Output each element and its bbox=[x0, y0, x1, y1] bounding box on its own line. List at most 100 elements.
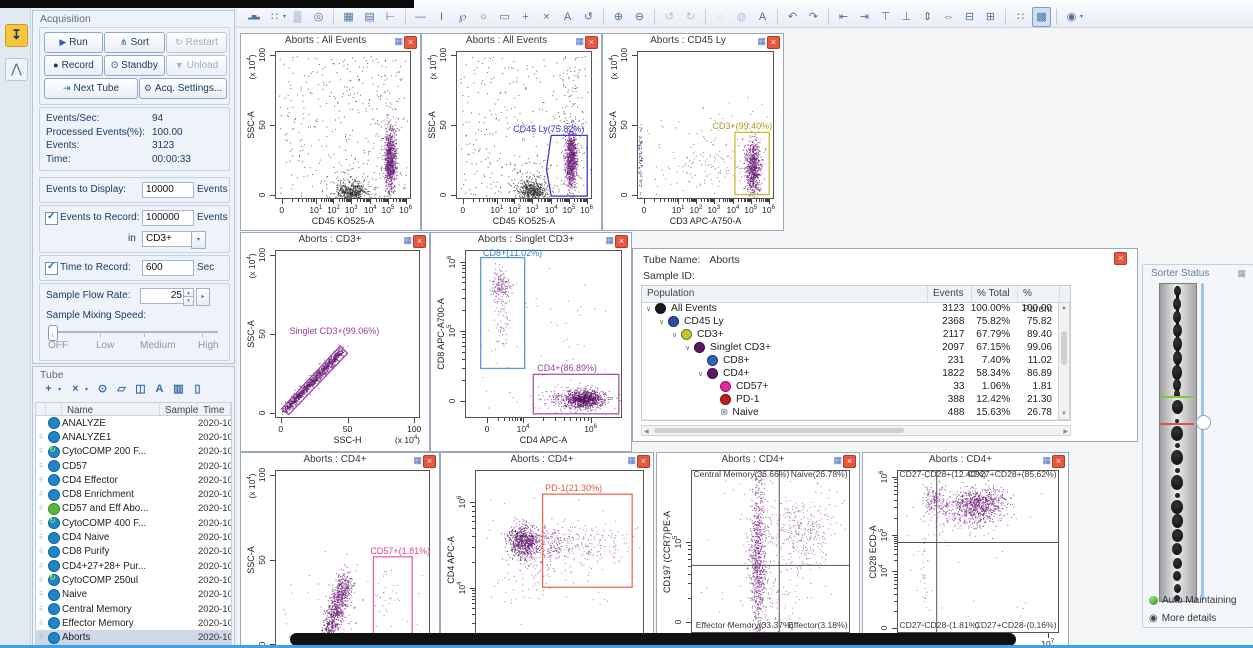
tube-row[interactable]: ⠿ Central Memory 2020-10- bbox=[36, 602, 231, 616]
tube-row[interactable]: ⠿ Naive 2020-10- bbox=[36, 588, 231, 602]
angled-quadrant-gate-icon[interactable]: × bbox=[543, 10, 550, 23]
expand-icon[interactable]: ▦ bbox=[605, 235, 614, 245]
expand-chevron-icon[interactable]: ∨ bbox=[685, 344, 691, 352]
gate-label[interactable]: CD3+(99.40%) bbox=[712, 121, 773, 132]
in-gate-select[interactable]: CD3+ bbox=[142, 231, 194, 247]
align-bottom-icon[interactable]: ⊥ bbox=[901, 10, 912, 23]
undo-icon[interactable]: ↶ bbox=[787, 10, 798, 23]
report-button[interactable]: ▯ bbox=[194, 383, 201, 395]
stream-slider-track[interactable] bbox=[1201, 283, 1204, 600]
pan-undo-icon[interactable]: ↺ bbox=[664, 10, 675, 23]
capture-icon[interactable]: ◍ bbox=[736, 10, 747, 23]
close-icon[interactable]: × bbox=[615, 235, 628, 248]
print-icon[interactable]: ◉ bbox=[1066, 10, 1077, 23]
expand-icon[interactable]: ▦ bbox=[833, 455, 842, 465]
acq-settings-button[interactable]: ⚙ Acq. Settings... bbox=[139, 78, 227, 99]
expand-chevron-icon[interactable]: ∨ bbox=[646, 305, 652, 313]
redo-icon[interactable]: ↷ bbox=[808, 10, 819, 23]
events-to-display-input[interactable]: 10000 bbox=[142, 182, 194, 198]
close-icon[interactable]: × bbox=[585, 36, 598, 49]
analysis-tab[interactable]: ⋀ bbox=[5, 58, 28, 81]
auto-gate-icon[interactable]: A bbox=[563, 10, 572, 23]
expand-icon[interactable]: ▦ bbox=[757, 36, 766, 46]
rectangle-gate-icon[interactable]: ▭ bbox=[499, 10, 510, 23]
pan-redo-icon[interactable]: ↻ bbox=[685, 10, 696, 23]
close-icon[interactable]: × bbox=[1114, 252, 1127, 265]
close-icon[interactable]: × bbox=[767, 36, 780, 49]
delete-tube-button[interactable]: × bbox=[72, 383, 79, 395]
find-tube-button[interactable]: ⊙ bbox=[97, 383, 108, 395]
dot-plot-icon[interactable]: ∷ bbox=[271, 10, 278, 23]
gate-shape[interactable] bbox=[734, 131, 770, 196]
dock-icon[interactable]: ▦ bbox=[1237, 268, 1246, 278]
tube-row[interactable]: ⠿ Aborts 2020-10- bbox=[36, 630, 231, 644]
add-tube-button[interactable]: + bbox=[45, 383, 52, 395]
standby-button[interactable]: ʘ Standby bbox=[104, 55, 165, 76]
quadrant-gate-icon[interactable]: + bbox=[522, 10, 529, 23]
tube-row[interactable]: ⠿ CD8 Purify 2020-10- bbox=[36, 545, 231, 559]
rotate-gate-icon[interactable]: ↺ bbox=[583, 10, 594, 23]
gate-label[interactable]: CD4+(86.89%) bbox=[537, 362, 597, 373]
snapshot-icon[interactable]: ◌ bbox=[717, 10, 724, 23]
align-right-icon[interactable]: ⇥ bbox=[859, 10, 870, 23]
flow-rate-down-icon[interactable]: ▾ bbox=[183, 296, 194, 306]
archive-button[interactable]: ▥ bbox=[173, 383, 184, 395]
population-row[interactable]: ∨ CD3+ 2117 67.79% 89.40 bbox=[642, 328, 1058, 341]
close-icon[interactable]: × bbox=[1052, 455, 1065, 468]
polygon-gate-icon[interactable]: ℘ bbox=[458, 10, 467, 23]
zoom-out-icon[interactable]: ⊖ bbox=[634, 10, 645, 23]
more-details-link[interactable]: ◉ More details bbox=[1149, 613, 1217, 624]
delete-tube-button-caret[interactable]: ▾ bbox=[85, 387, 89, 393]
population-row[interactable]: ∨ CD4+ 1822 58.34% 86.89 bbox=[642, 367, 1058, 380]
sort-button[interactable]: ⋔ Sort bbox=[104, 32, 165, 53]
flow-rate-expand-icon[interactable]: ▸ bbox=[196, 288, 210, 306]
tube-row[interactable]: ⠿ CD4 Naive 2020-10- bbox=[36, 530, 231, 544]
tube-row[interactable]: ⠿ ANALYZE1 2020-10- bbox=[36, 430, 231, 444]
table-view-icon[interactable]: ▦ bbox=[343, 10, 354, 23]
gate-shape[interactable] bbox=[372, 556, 413, 639]
mixing-slider-handle[interactable] bbox=[48, 325, 58, 341]
vertical-scrollbar[interactable]: ▲ ▼ bbox=[1058, 302, 1070, 420]
expand-icon[interactable]: ▦ bbox=[1042, 455, 1051, 465]
contour-plot-icon[interactable]: ◎ bbox=[313, 10, 324, 23]
open-experiment-button[interactable]: ▱ bbox=[117, 383, 126, 395]
zoom-in-icon[interactable]: ⊕ bbox=[613, 10, 624, 23]
tube-row[interactable]: ⠿ ↻ CytoCOMP 400 F... 2020-10- bbox=[36, 516, 231, 530]
events-to-record-checkbox[interactable] bbox=[45, 211, 58, 225]
gate-label[interactable]: CD8+(11.02%) bbox=[483, 247, 543, 258]
stats-view-icon[interactable]: ▤ bbox=[364, 10, 375, 23]
time-to-record-checkbox[interactable] bbox=[45, 261, 58, 275]
tube-row[interactable]: ⠿ CD57 and Eff Abo... 2020-10- bbox=[36, 502, 231, 516]
expand-chevron-icon[interactable]: ∨ bbox=[672, 331, 678, 339]
expand-chevron-icon[interactable]: ∨ bbox=[698, 370, 704, 378]
population-row[interactable]: CD8+ 231 7.40% 11.02 bbox=[642, 354, 1058, 367]
tile-layout-icon[interactable]: ▩ bbox=[1032, 6, 1052, 27]
unload-button[interactable]: ▼ Unload bbox=[166, 55, 227, 76]
tube-row[interactable]: ⠿ Effector Memory 2020-10- bbox=[36, 616, 231, 630]
tube-row[interactable]: ⠿ CD57 2020-10- bbox=[36, 459, 231, 473]
gate-shape[interactable] bbox=[545, 134, 588, 197]
distribute-horizontal-icon[interactable]: ⇔ bbox=[943, 10, 955, 23]
expand-icon[interactable]: ▦ bbox=[403, 235, 412, 245]
add-tube-button-caret[interactable]: ▾ bbox=[58, 387, 62, 393]
population-row[interactable]: PD-1 388 12.42% 21.30 bbox=[642, 393, 1058, 406]
gate-label[interactable]: CD45 Ly(75.82%) bbox=[513, 123, 585, 134]
match-width-icon[interactable]: ⊟ bbox=[964, 10, 975, 23]
gate-label[interactable]: PD-1(21.30%) bbox=[545, 482, 603, 493]
close-icon[interactable]: × bbox=[843, 455, 856, 468]
align-top-icon[interactable]: ⊤ bbox=[880, 10, 891, 23]
tube-row[interactable]: ⠿ ↻ CytoCOMP 250ul 2020-10- bbox=[36, 573, 231, 587]
distribute-vertical-icon[interactable]: ⇕ bbox=[922, 10, 933, 23]
population-row[interactable]: CD57+ 33 1.06% 1.81 bbox=[642, 380, 1058, 393]
tube-row[interactable]: ⠿ CD4+27+28+ Pur... 2020-10- bbox=[36, 559, 231, 573]
match-height-icon[interactable]: ⊞ bbox=[985, 10, 996, 23]
font-icon[interactable]: A bbox=[758, 10, 767, 23]
gate-shape[interactable] bbox=[532, 373, 620, 415]
flow-rate-input[interactable]: 25 bbox=[140, 288, 186, 304]
vertical-gate-icon[interactable]: I bbox=[439, 10, 444, 23]
preview-button[interactable]: ◫ bbox=[135, 383, 146, 395]
population-row[interactable]: ⊗ Naive 488 15.63% 26.78 bbox=[642, 406, 1058, 419]
rename-tube-button[interactable]: A bbox=[155, 383, 164, 395]
run-button[interactable]: ▶ Run bbox=[44, 32, 103, 53]
in-gate-dropdown-icon[interactable]: ▾ bbox=[191, 231, 206, 249]
